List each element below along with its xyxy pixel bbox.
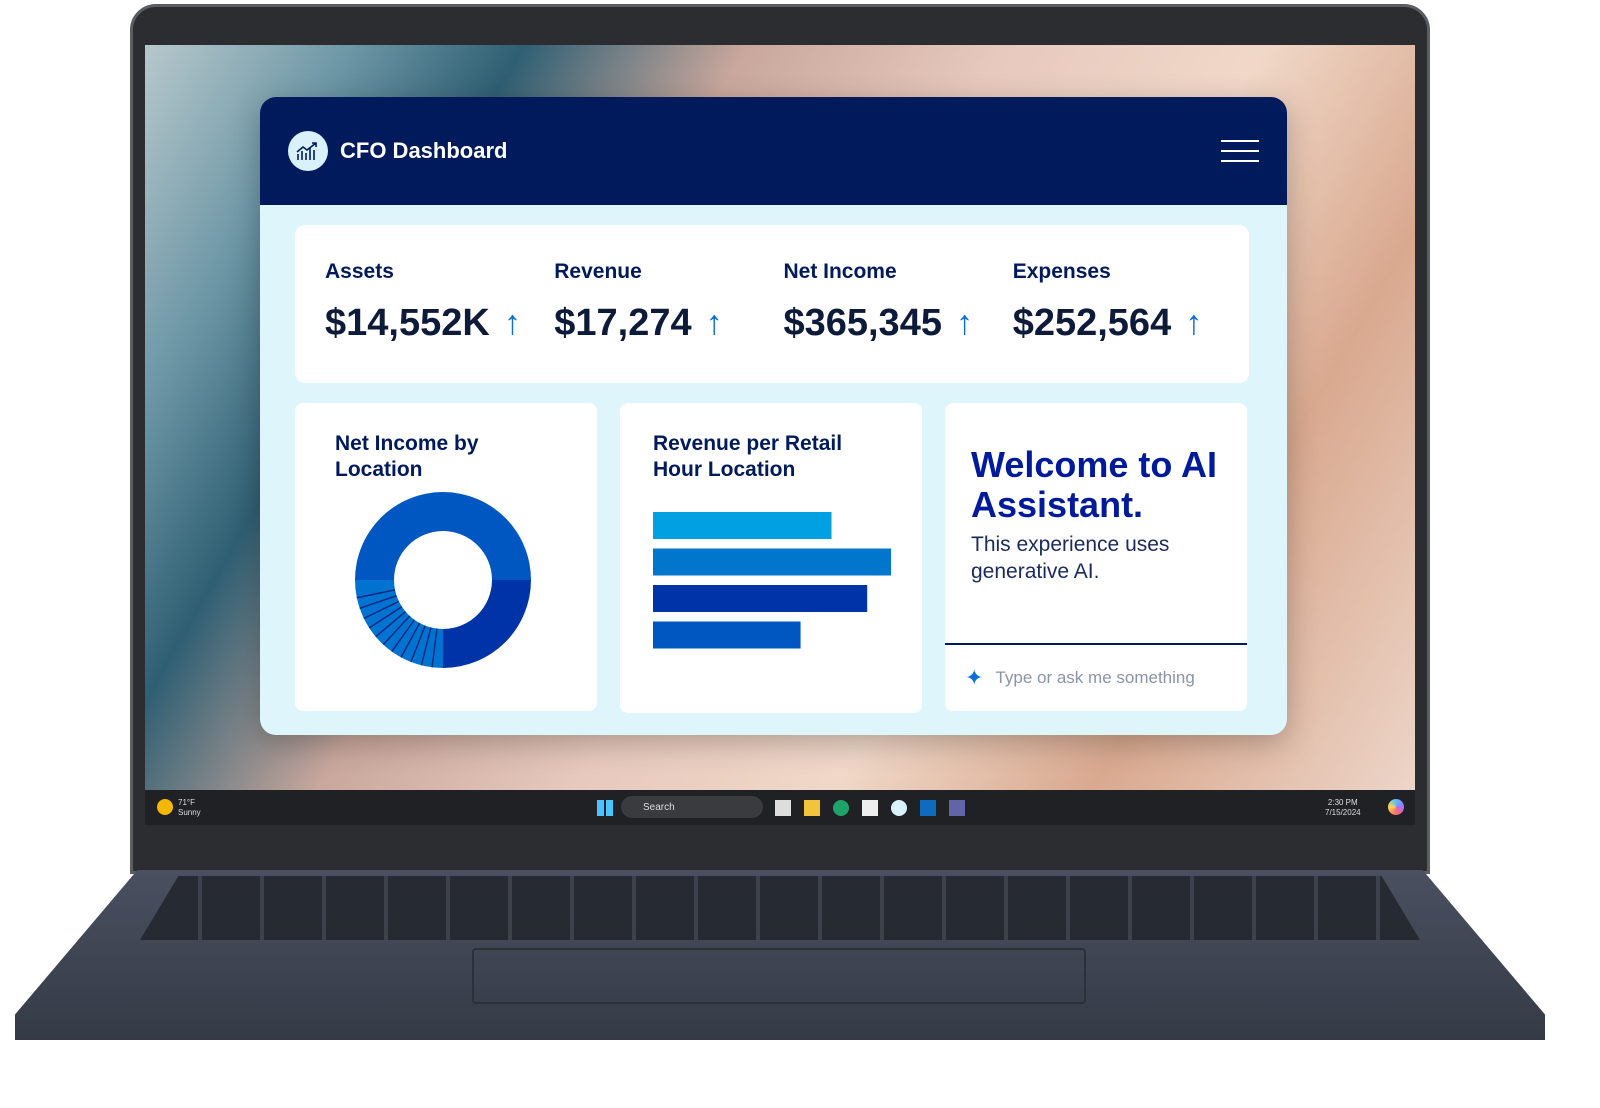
net-income-card[interactable]: Net Income by Location: [295, 403, 597, 711]
donut-segment-divider: [368, 606, 403, 629]
edge-icon[interactable]: [833, 800, 849, 816]
clock[interactable]: 2:30 PM 7/15/2024: [1325, 798, 1361, 818]
bar-chart: [653, 512, 891, 649]
donut-chart: [355, 492, 531, 668]
kpi-net-income: Net Income $365,345 ↑: [783, 260, 1012, 383]
kpi-label: Expenses: [1012, 260, 1111, 283]
kpi-label: Net Income: [783, 260, 897, 283]
donut-segment-divider: [400, 622, 421, 658]
arrow-up-icon: ↑: [1185, 304, 1203, 342]
donut-segment-divider: [431, 628, 438, 668]
bar[interactable]: [653, 548, 891, 576]
weather-widget[interactable]: 71°F Sunny: [178, 798, 201, 818]
revenue-card[interactable]: Revenue per Retail Hour Location: [620, 403, 922, 713]
touchpad: [472, 948, 1086, 1004]
ai-input[interactable]: ✦ Type or ask me something: [945, 643, 1247, 711]
kpi-label: Assets: [325, 260, 394, 283]
donut-segment-divider: [410, 625, 426, 663]
donut-segment-divider: [356, 589, 396, 599]
donut-segment-divider: [391, 619, 416, 652]
app-title: CFO Dashboard: [340, 138, 508, 163]
windows-start-icon[interactable]: [597, 800, 613, 816]
header: CFO Dashboard: [260, 97, 1287, 205]
bar[interactable]: [653, 621, 801, 649]
donut-slice[interactable]: [355, 492, 531, 580]
donut-segment-divider: [363, 600, 400, 620]
donut-segment-divider: [359, 595, 397, 609]
outlook-icon[interactable]: [920, 800, 936, 816]
time: 2:30 PM: [1327, 798, 1358, 807]
donut-segment-divider: [382, 615, 411, 646]
kpi-expenses: Expenses $252,564 ↑: [1013, 260, 1219, 383]
ai-assistant-card: Welcome to AI Assistant. This experience…: [945, 403, 1247, 711]
taskbar: 71°F Sunny Search 2:30 PM 7/15/2024: [145, 790, 1415, 825]
bar[interactable]: [653, 585, 868, 612]
card-title: Revenue per Retail Hour Location: [653, 432, 843, 481]
hamburger-icon[interactable]: [1221, 140, 1259, 162]
weather-temp: 71°F: [178, 798, 195, 807]
arrow-up-icon: ↑: [955, 304, 973, 342]
sun-icon[interactable]: [157, 799, 173, 815]
arrow-up-icon: ↑: [503, 304, 521, 342]
donut-segment-divider: [375, 611, 407, 638]
donut-slice[interactable]: [355, 580, 443, 668]
donut-segment-divider: [420, 627, 432, 666]
kpi-panel: Assets $14,552K ↑ Revenue $17,274 ↑ Net Inco…: [295, 225, 1249, 383]
date: 7/15/2024: [1325, 808, 1361, 817]
cfo-dashboard: CFO Dashboard Assets $14,552K ↑ Revenue $17…: [260, 97, 1287, 735]
teams-icon[interactable]: [949, 800, 965, 816]
keyboard: [140, 876, 1420, 940]
kpi-value: $17,274: [554, 302, 692, 344]
ai-title: Welcome to AI Assistant.: [971, 444, 1218, 525]
arrow-up-icon: ↑: [705, 304, 723, 342]
bar[interactable]: [653, 512, 832, 539]
ai-subtitle: This experience uses generative AI.: [971, 533, 1170, 583]
kpi-label: Revenue: [554, 260, 642, 283]
copilot-icon[interactable]: [1388, 799, 1404, 815]
task-view-icon[interactable]: [775, 800, 791, 816]
weather-text: Sunny: [178, 808, 201, 817]
taskbar-apps: [775, 800, 965, 816]
cfo-dashboard-app-icon[interactable]: [891, 800, 907, 816]
kpi-revenue: Revenue $17,274 ↑: [554, 260, 783, 383]
store-icon[interactable]: [862, 800, 878, 816]
sparkle-icon: ✦: [965, 665, 984, 690]
donut-slice[interactable]: [443, 580, 531, 668]
chart-growth-icon: [288, 131, 328, 171]
kpi-value: $365,345: [783, 302, 942, 344]
kpi-value: $252,564: [1012, 302, 1172, 344]
taskbar-search[interactable]: Search: [621, 796, 763, 818]
file-explorer-icon[interactable]: [804, 800, 820, 816]
kpi-assets: Assets $14,552K ↑: [325, 260, 554, 383]
kpi-value: $14,552K: [325, 302, 490, 344]
card-title: Net Income by Location: [335, 432, 479, 481]
search-label: Search: [643, 802, 675, 813]
ai-input-placeholder: Type or ask me something: [995, 668, 1195, 687]
